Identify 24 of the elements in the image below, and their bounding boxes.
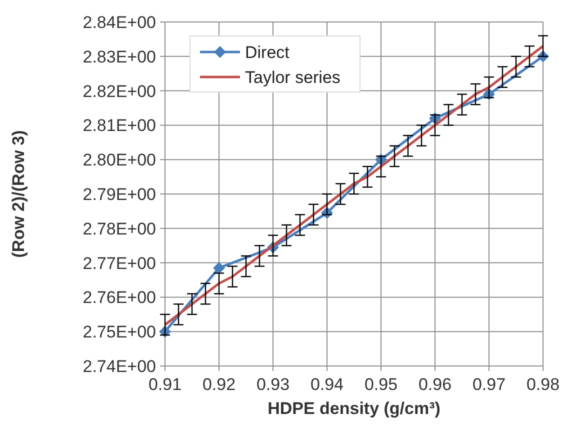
x-axis-title: HDPE density (g/cm³)	[268, 399, 440, 418]
x-tick-label: 0.97	[472, 375, 506, 394]
y-tick-label: 2.84E+00	[82, 12, 156, 32]
x-tick-label: 0.96	[418, 375, 452, 394]
y-tick-label: 2.77E+00	[82, 254, 156, 273]
y-tick-label: 2.80E+00	[82, 150, 156, 170]
y-tick-label: 2.76E+00	[82, 288, 156, 308]
y-tick-label: 2.74E+00	[82, 356, 156, 376]
y-tick-label: 2.78E+00	[82, 219, 156, 238]
x-tick-label: 0.95	[364, 375, 398, 394]
y-tick-label: 2.79E+00	[82, 184, 156, 204]
x-tick-label: 0.92	[202, 375, 236, 394]
legend-label: Taylor series	[245, 68, 340, 87]
y-tick-label: 2.81E+00	[82, 116, 156, 136]
y-tick-label: 2.82E+00	[82, 82, 156, 101]
x-tick-label: 0.94	[310, 375, 344, 394]
x-tick-label: 0.93	[256, 375, 290, 394]
x-tick-label: 0.91	[148, 375, 182, 394]
legend-label: Direct	[245, 42, 290, 62]
y-tick-label: 2.75E+00	[82, 322, 156, 342]
y-tick-label: 2.83E+00	[82, 47, 156, 66]
y-axis-title: (Row 2)/(Row 3)	[9, 130, 28, 258]
x-tick-label: 0.98	[526, 375, 560, 394]
point	[213, 262, 225, 274]
